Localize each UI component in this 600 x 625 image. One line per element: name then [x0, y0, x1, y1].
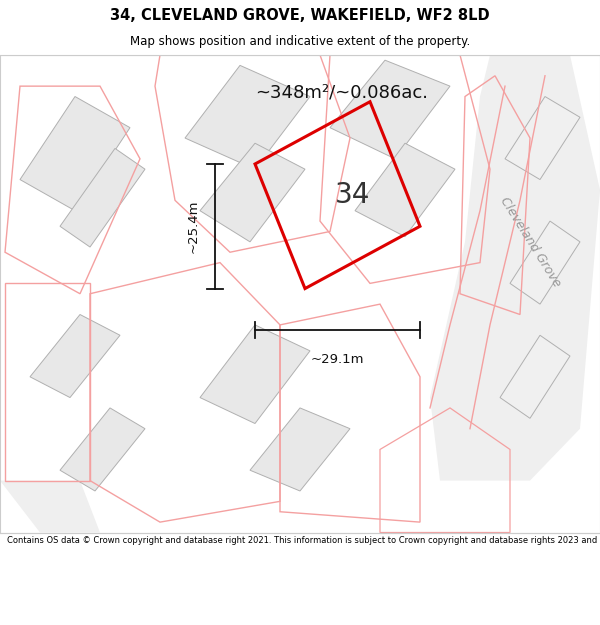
- Polygon shape: [250, 408, 350, 491]
- Polygon shape: [0, 481, 100, 532]
- Text: ~29.1m: ~29.1m: [311, 353, 364, 366]
- Text: 34, CLEVELAND GROVE, WAKEFIELD, WF2 8LD: 34, CLEVELAND GROVE, WAKEFIELD, WF2 8LD: [110, 8, 490, 23]
- Polygon shape: [355, 143, 455, 237]
- Polygon shape: [185, 66, 310, 169]
- Polygon shape: [30, 314, 120, 398]
- Text: ~25.4m: ~25.4m: [187, 199, 199, 253]
- Text: 34: 34: [335, 181, 370, 209]
- Polygon shape: [60, 408, 145, 491]
- Polygon shape: [330, 60, 450, 159]
- Text: Contains OS data © Crown copyright and database right 2021. This information is : Contains OS data © Crown copyright and d…: [7, 536, 600, 545]
- Polygon shape: [20, 96, 130, 211]
- Polygon shape: [60, 148, 145, 247]
- Polygon shape: [500, 335, 570, 418]
- Polygon shape: [505, 96, 580, 179]
- Polygon shape: [200, 143, 305, 242]
- Polygon shape: [200, 325, 310, 424]
- Text: ~348m²/~0.086ac.: ~348m²/~0.086ac.: [255, 84, 428, 102]
- Text: Cleveland Grove: Cleveland Grove: [497, 194, 563, 289]
- Polygon shape: [510, 221, 580, 304]
- Polygon shape: [430, 55, 600, 481]
- Text: Map shows position and indicative extent of the property.: Map shows position and indicative extent…: [130, 35, 470, 48]
